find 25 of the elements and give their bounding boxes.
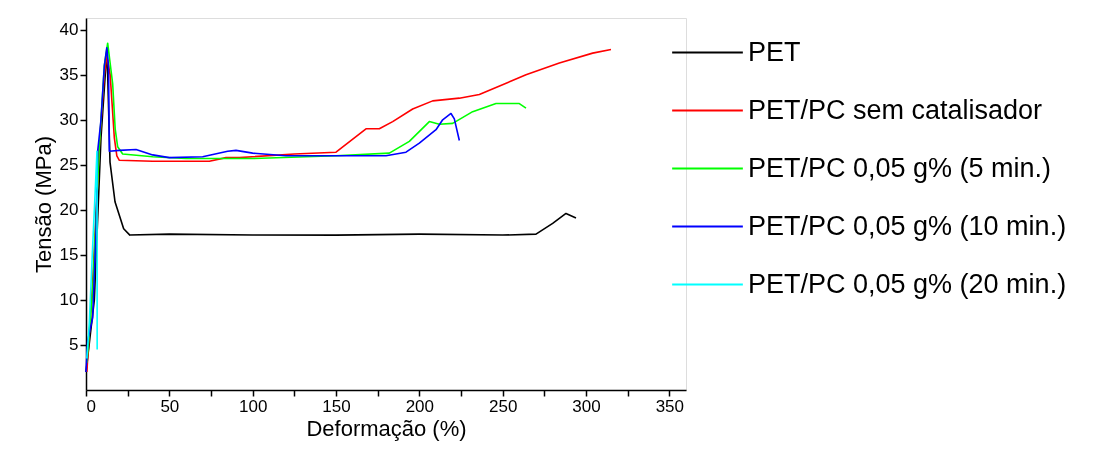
legend-label: PET/PC 0,05 g% (5 min.) [748,152,1052,183]
y-axis-title: Tensão (MPa) [30,136,56,273]
x-tick-label: 150 [322,396,351,416]
x-tick-label: 250 [488,396,518,416]
y-tick-label: 5 [69,335,79,355]
x-tick-label: 300 [572,396,601,416]
y-tick-label: 25 [59,155,79,175]
y-tick-label: 30 [59,110,79,130]
y-tick-label: 10 [59,290,79,310]
y-tick-label: 20 [59,200,79,220]
y-tick-label: 15 [59,245,79,265]
x-tick-label: 350 [655,396,685,416]
line-series [85,46,461,373]
y-tick-label: 35 [59,65,79,85]
legend-label: PET/PC 0,05 g% (20 min.) [748,268,1067,299]
x-axis-title: Deformação (%) [306,415,467,441]
x-tick-label: 0 [86,396,96,416]
legend-label: PET/PC sem catalisador [748,94,1043,125]
y-tick-label: 40 [59,20,79,40]
x-tick-label: 100 [238,396,268,416]
legend-label: PET [748,36,801,67]
legend-label: PET/PC 0,05 g% (10 min.) [748,210,1067,241]
line-series [86,150,98,360]
x-tick-label: 50 [160,396,180,416]
x-tick-label: 200 [405,396,435,416]
